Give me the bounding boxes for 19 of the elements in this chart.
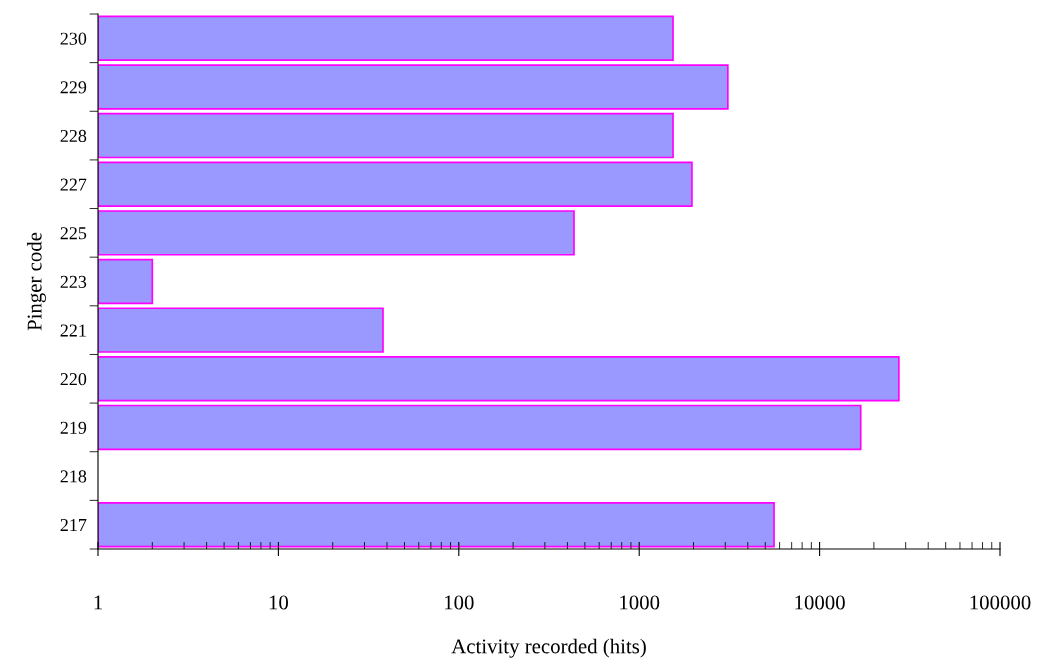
y-tick-label: 223 <box>60 275 87 288</box>
x-tick-label: 1 <box>94 595 102 610</box>
y-tick-label: 227 <box>60 178 87 191</box>
y-tick-label: 219 <box>60 421 87 434</box>
y-tick-label: 230 <box>60 32 87 45</box>
y-tick-label: 217 <box>60 518 87 531</box>
y-tick-label: 220 <box>60 373 87 386</box>
y-tick-label: 225 <box>60 227 87 240</box>
x-tick-label: 100000 <box>970 595 1031 610</box>
x-tick-label: 100 <box>445 595 474 610</box>
y-tick-label: 228 <box>60 129 87 143</box>
x-tick-label: 10000 <box>795 595 845 610</box>
y-tick-label: 221 <box>60 324 86 337</box>
x-tick-label: 10 <box>269 595 289 610</box>
x-axis-title: Activity recorded (hits) <box>451 638 646 658</box>
y-axis-title: Pinger code <box>26 232 46 331</box>
x-tick-label: 1000 <box>620 595 660 610</box>
y-tick-label: 218 <box>60 470 87 483</box>
y-tick-label: 229 <box>60 81 87 94</box>
